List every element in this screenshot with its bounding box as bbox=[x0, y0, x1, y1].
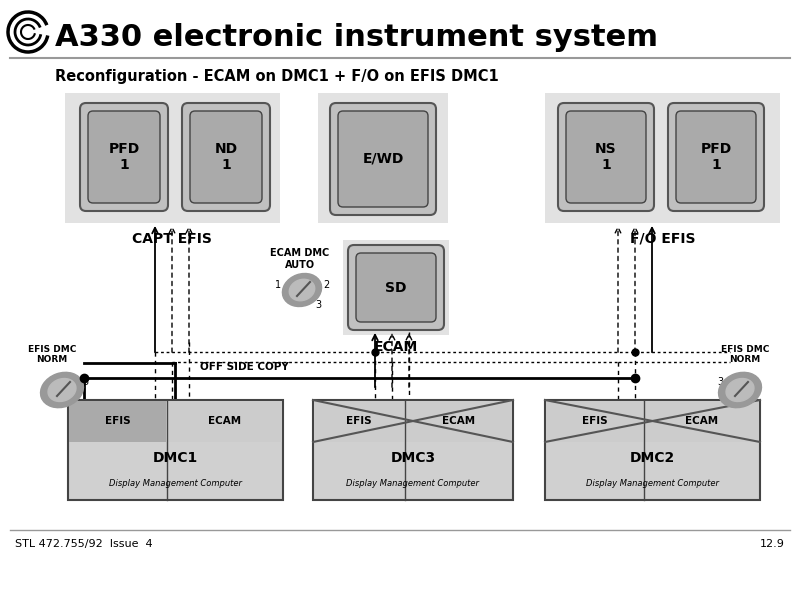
Text: NS
1: NS 1 bbox=[595, 142, 617, 172]
Text: PFD
1: PFD 1 bbox=[700, 142, 732, 172]
Text: A330 electronic instrument system: A330 electronic instrument system bbox=[55, 23, 658, 52]
Text: ECAM: ECAM bbox=[374, 340, 418, 354]
FancyBboxPatch shape bbox=[348, 245, 444, 330]
FancyBboxPatch shape bbox=[668, 103, 764, 211]
Text: DMC3: DMC3 bbox=[390, 451, 435, 465]
Text: 3: 3 bbox=[315, 300, 321, 310]
Ellipse shape bbox=[718, 373, 762, 407]
Text: /2: /2 bbox=[67, 403, 77, 413]
Bar bbox=[545, 400, 760, 500]
Text: DMC2: DMC2 bbox=[630, 451, 675, 465]
FancyBboxPatch shape bbox=[356, 253, 436, 322]
Bar bbox=[546, 401, 643, 442]
FancyBboxPatch shape bbox=[190, 111, 262, 203]
Text: 1: 1 bbox=[275, 280, 281, 290]
Text: ECAM: ECAM bbox=[442, 416, 475, 426]
Text: ND
1: ND 1 bbox=[214, 142, 238, 172]
Text: STL 472.755/92  Issue  4: STL 472.755/92 Issue 4 bbox=[15, 539, 153, 549]
Bar bbox=[318, 93, 448, 223]
Text: 1: 1 bbox=[727, 403, 733, 413]
Text: ECAM: ECAM bbox=[208, 416, 242, 426]
Text: 3: 3 bbox=[82, 377, 88, 387]
Text: F/O EFIS: F/O EFIS bbox=[630, 232, 696, 246]
Text: 2: 2 bbox=[323, 280, 329, 290]
FancyBboxPatch shape bbox=[88, 111, 160, 203]
FancyBboxPatch shape bbox=[182, 103, 270, 211]
Text: EFIS DMC
NORM: EFIS DMC NORM bbox=[28, 345, 76, 364]
Text: E/WD: E/WD bbox=[362, 152, 404, 166]
Bar bbox=[343, 240, 449, 335]
Text: Display Management Computer: Display Management Computer bbox=[586, 479, 719, 487]
Text: Display Management Computer: Display Management Computer bbox=[346, 479, 479, 487]
FancyBboxPatch shape bbox=[338, 111, 428, 207]
FancyBboxPatch shape bbox=[80, 103, 168, 211]
Text: ECAM DMC
AUTO: ECAM DMC AUTO bbox=[270, 248, 330, 269]
Bar bbox=[645, 401, 759, 442]
Text: EFIS: EFIS bbox=[346, 416, 372, 426]
Text: EFIS: EFIS bbox=[105, 416, 130, 426]
Text: SD: SD bbox=[386, 280, 406, 295]
Text: ECAM: ECAM bbox=[686, 416, 718, 426]
Bar bbox=[168, 401, 282, 442]
Text: EFIS DMC
NORM: EFIS DMC NORM bbox=[721, 345, 769, 364]
Text: Display Management Computer: Display Management Computer bbox=[109, 479, 242, 487]
Text: CAPT EFIS: CAPT EFIS bbox=[132, 232, 212, 246]
Text: 12.9: 12.9 bbox=[760, 539, 785, 549]
Text: DMC1: DMC1 bbox=[153, 451, 198, 465]
Text: EFIS: EFIS bbox=[582, 416, 607, 426]
Bar bbox=[545, 93, 780, 223]
Ellipse shape bbox=[290, 279, 314, 301]
Ellipse shape bbox=[282, 274, 322, 307]
Text: Reconfiguration - ECAM on DMC1 + F/O on EFIS DMC1: Reconfiguration - ECAM on DMC1 + F/O on … bbox=[55, 70, 498, 85]
Bar bbox=[68, 400, 283, 500]
FancyBboxPatch shape bbox=[676, 111, 756, 203]
Bar bbox=[313, 400, 513, 500]
Bar bbox=[314, 401, 404, 442]
FancyBboxPatch shape bbox=[330, 103, 436, 215]
FancyBboxPatch shape bbox=[566, 111, 646, 203]
Text: PFD
1: PFD 1 bbox=[108, 142, 140, 172]
FancyBboxPatch shape bbox=[558, 103, 654, 211]
Bar bbox=[69, 401, 166, 442]
Bar bbox=[406, 401, 512, 442]
Bar bbox=[65, 93, 280, 223]
Ellipse shape bbox=[41, 373, 83, 407]
Ellipse shape bbox=[48, 379, 76, 401]
Text: OFF SIDE COPY: OFF SIDE COPY bbox=[200, 362, 289, 372]
Text: 3: 3 bbox=[717, 377, 723, 387]
Ellipse shape bbox=[726, 379, 754, 401]
